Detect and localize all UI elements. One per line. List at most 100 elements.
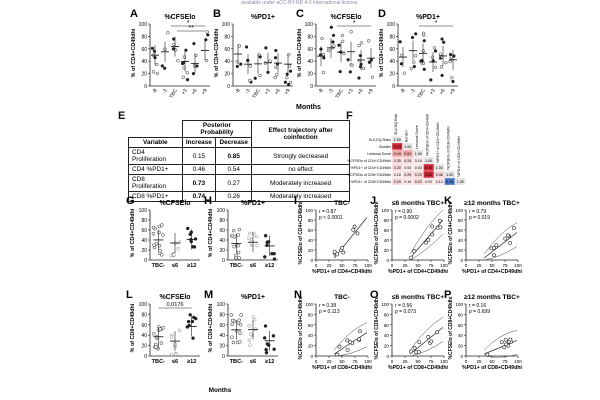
y-axis-label: %CFSElo of CD4+CD49dhi — [374, 201, 380, 265]
x-tick-label: +6 — [357, 88, 365, 96]
data-point — [238, 323, 243, 327]
data-point — [157, 243, 162, 248]
x-tick-label: 0 — [315, 359, 318, 364]
table-row: CD4 Proliferation 0.15 0.85 Strongly decrea… — [128, 147, 350, 165]
y-tick-label: 40 — [224, 59, 230, 65]
table-cell-variable: CD4 %PD1+ — [128, 164, 183, 175]
data-point — [450, 76, 454, 80]
data-point — [160, 64, 164, 68]
y-axis-label: % of CD4+CD49dhi — [131, 28, 137, 77]
heatmap-value: 1.00 — [457, 180, 464, 184]
data-point — [424, 240, 428, 245]
table-cell-effect: Strongly decreased — [251, 147, 350, 165]
data-point — [439, 65, 444, 69]
data-point — [188, 313, 192, 317]
table-cell-variable: CD8 %PD1+ — [128, 191, 183, 202]
panel-letter: B — [213, 8, 221, 20]
heatmap-value: 1.00 — [415, 152, 422, 156]
x-tick-label: -8 — [151, 88, 159, 95]
data-point — [350, 63, 354, 68]
table-cell-increase: 0.46 — [181, 164, 217, 175]
x-axis-label: %PD1+ of CD8+CD49dhi — [388, 365, 449, 371]
y-axis-label: % of CD4+CD49dhi — [130, 208, 136, 257]
y-tick-label: 20 — [219, 344, 225, 350]
y-tick-label: 60 — [458, 228, 464, 233]
y-tick-label: 100 — [139, 208, 148, 214]
data-point — [231, 228, 236, 233]
heatmap-value: 1.00 — [425, 159, 432, 163]
data-point — [329, 25, 333, 29]
y-tick-label: 0 — [144, 84, 147, 90]
heatmap-row-label: Burden — [379, 145, 391, 149]
data-point — [151, 231, 156, 236]
y-tick-label: 100 — [139, 302, 148, 308]
data-point — [412, 249, 417, 254]
table-cell-effect: Moderately increased — [251, 191, 350, 202]
y-tick-label: 80 — [308, 312, 314, 317]
confidence-band — [410, 341, 444, 357]
x-tick-label: 75 — [352, 359, 358, 364]
data-point — [361, 66, 366, 71]
y-tick-label: 20 — [307, 72, 313, 78]
data-point — [504, 342, 509, 347]
table-col-decrease: Decrease — [215, 137, 253, 148]
data-point — [417, 340, 422, 345]
data-point — [358, 54, 363, 58]
data-point — [432, 46, 437, 50]
y-tick-label: 0 — [144, 258, 147, 264]
significance-mark: * — [187, 20, 190, 27]
data-point — [402, 71, 407, 75]
data-point — [288, 69, 293, 73]
data-point — [172, 37, 176, 41]
data-point — [341, 250, 346, 255]
x-tick-label: 25 — [402, 359, 408, 364]
x-tick-label: 75 — [502, 359, 508, 364]
data-point — [155, 62, 159, 67]
x-tick-label: -3 — [161, 88, 169, 95]
data-point — [163, 66, 167, 70]
data-point — [185, 78, 190, 82]
x-tick-label: +6 — [274, 88, 282, 96]
y-tick-label: 80 — [389, 34, 395, 40]
panel-letter: G — [126, 195, 135, 207]
data-point — [503, 337, 508, 342]
heatmap-row-label: %PD1+ of CD4+CD49dhi — [350, 166, 391, 170]
x-tick-label: 25 — [476, 359, 482, 364]
x-tick-label: TBC- — [152, 263, 165, 269]
y-tick-label: 80 — [308, 218, 314, 223]
y-tick-label: 20 — [308, 344, 314, 349]
data-point — [273, 56, 278, 60]
y-tick-label: 60 — [219, 228, 225, 234]
data-point — [251, 315, 256, 319]
correlation-p: p < 0.0001 — [319, 215, 343, 221]
x-tick-label: +6 — [191, 88, 199, 96]
y-tick-label: 40 — [384, 333, 390, 338]
heatmap-row-label: Lesional Score — [367, 152, 391, 156]
data-point — [251, 231, 256, 236]
y-tick-label: 80 — [219, 218, 225, 224]
data-point — [426, 238, 431, 242]
data-point — [437, 219, 442, 223]
heatmap-value: 0.44 — [394, 152, 401, 156]
data-point — [320, 36, 324, 41]
heatmap-value: 0.00 — [415, 166, 422, 170]
x-tick-label: +3 — [347, 88, 355, 96]
data-point — [499, 340, 504, 345]
significance-mark: ** — [188, 25, 194, 32]
data-point — [172, 253, 176, 257]
correlation-p: p = 0.019 — [469, 215, 490, 221]
data-point — [244, 45, 249, 49]
y-tick-label: 100 — [217, 208, 226, 214]
y-tick-label: 40 — [141, 238, 147, 244]
data-point — [239, 313, 243, 317]
data-point — [409, 349, 413, 354]
correlation-r: r = 0.90 — [395, 209, 412, 215]
data-point — [274, 65, 278, 69]
y-tick-label: 0 — [386, 258, 389, 263]
x-tick-label: +9 — [284, 88, 292, 96]
data-point — [326, 48, 331, 53]
x-tick-label: ≤6 — [172, 263, 178, 269]
y-tick-label: 100 — [305, 302, 313, 307]
x-tick-label: TBC- — [230, 263, 243, 269]
data-point — [273, 76, 277, 80]
